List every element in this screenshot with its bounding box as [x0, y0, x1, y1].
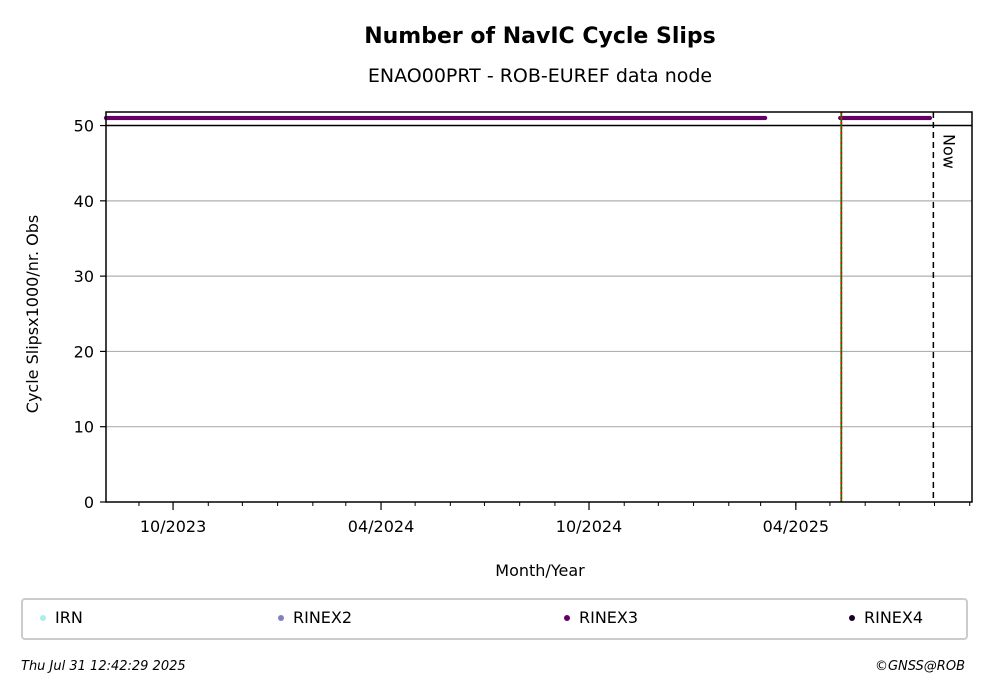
x-tick-label: 10/2024 [556, 517, 622, 536]
legend-label: RINEX3 [579, 608, 639, 627]
x-tick-label: 04/2024 [348, 517, 414, 536]
legend-marker [849, 614, 855, 621]
legend-item-irn: IRN [40, 608, 83, 627]
y-tick-label: 0 [84, 493, 94, 512]
legend-item-rinex3: RINEX3 [564, 608, 638, 627]
data-point [763, 115, 768, 121]
y-tick-label: 20 [74, 342, 94, 361]
now-label: Now [939, 134, 958, 169]
grid [106, 124, 972, 428]
x-tick-label: 04/2025 [763, 517, 829, 536]
chart-title: Number of NavIC Cycle Slips [364, 24, 716, 49]
y-axis-label: Cycle Slipsx1000/nr. Obs [23, 215, 42, 413]
x-tick-label: 10/2023 [140, 517, 206, 536]
x-axis-label: Month/Year [495, 561, 585, 580]
footer-credit: ©GNSS@ROB [874, 659, 965, 674]
plot-frame [105, 111, 973, 503]
y-tick-label: 50 [74, 117, 94, 136]
legend-label: RINEX4 [864, 608, 924, 627]
legend-label: RINEX2 [293, 608, 353, 627]
legend-marker [40, 614, 46, 621]
legend: IRN RINEX2 RINEX3 RINEX4 [21, 598, 968, 640]
footer-timestamp: Thu Jul 31 12:42:29 2025 [21, 659, 186, 674]
data-point [927, 115, 933, 121]
legend-marker [564, 614, 570, 621]
axes: 0 10 20 30 40 50 10/2023 04/2024 10/2024 04/2025 [74, 117, 971, 536]
legend-marker [278, 614, 284, 621]
legend-item-rinex2: RINEX2 [278, 608, 352, 627]
y-tick-label: 40 [74, 192, 94, 211]
y-tick-label: 10 [74, 418, 94, 437]
legend-item-rinex4: RINEX4 [849, 608, 923, 627]
y-tick-label: 30 [74, 267, 94, 286]
legend-label: IRN [55, 608, 83, 627]
vertical-markers: Now [840, 112, 958, 502]
data-points [103, 115, 933, 121]
chart-subtitle: ENAO00PRT - ROB-EUREF data node [368, 65, 712, 87]
